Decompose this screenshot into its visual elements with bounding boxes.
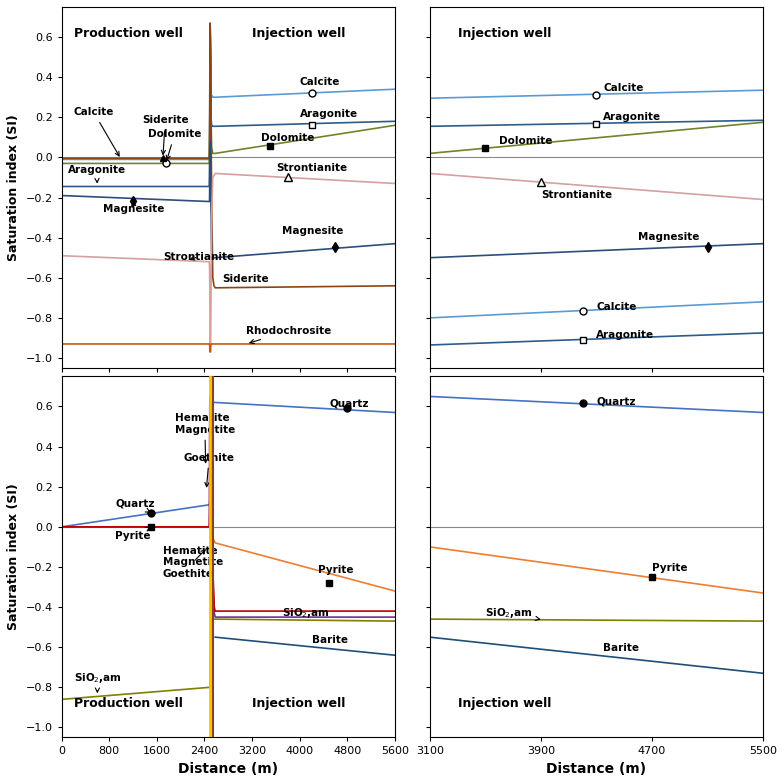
Text: Dolomite: Dolomite	[148, 129, 201, 160]
Text: Injection well: Injection well	[252, 698, 346, 710]
Text: SiO$_2$,am: SiO$_2$,am	[281, 606, 329, 620]
Text: Aragonite: Aragonite	[299, 110, 358, 119]
X-axis label: Distance (m): Distance (m)	[178, 762, 278, 776]
Text: Injection well: Injection well	[458, 27, 551, 40]
Text: Barite: Barite	[604, 643, 640, 653]
Text: Dolomite: Dolomite	[261, 133, 314, 143]
Text: Magnesite: Magnesite	[281, 226, 343, 236]
Text: Quartz: Quartz	[329, 399, 369, 409]
Text: SiO$_2$,am: SiO$_2$,am	[485, 606, 539, 620]
Text: Production well: Production well	[74, 27, 183, 40]
Text: Quartz: Quartz	[115, 499, 154, 512]
Text: Calcite: Calcite	[74, 107, 119, 156]
Text: Strontianite: Strontianite	[541, 189, 612, 200]
Text: Production well: Production well	[74, 698, 183, 710]
Text: Calcite: Calcite	[597, 302, 637, 312]
Text: Quartz: Quartz	[597, 396, 636, 406]
Text: Siderite: Siderite	[223, 274, 269, 283]
Text: Magnesite: Magnesite	[103, 200, 165, 214]
Text: Aragonite: Aragonite	[67, 165, 125, 182]
Text: Hematite
Magnetite: Hematite Magnetite	[175, 413, 235, 463]
Text: Goethite: Goethite	[183, 453, 234, 487]
Text: Calcite: Calcite	[299, 78, 340, 87]
Text: SiO$_2$,am: SiO$_2$,am	[74, 671, 122, 692]
Text: Injection well: Injection well	[252, 27, 346, 40]
Text: Aragonite: Aragonite	[597, 330, 655, 340]
Text: Dolomite: Dolomite	[499, 136, 553, 146]
Text: Magnesite: Magnesite	[638, 232, 699, 242]
Text: Strontianite: Strontianite	[276, 164, 347, 174]
Text: Pyrite: Pyrite	[318, 565, 353, 575]
Text: Hematite
Magnetite
Goethite: Hematite Magnetite Goethite	[163, 546, 223, 579]
Text: Injection well: Injection well	[458, 698, 551, 710]
Text: Pyrite: Pyrite	[652, 563, 688, 573]
Y-axis label: Saturation index (SI): Saturation index (SI)	[7, 484, 20, 630]
Text: Siderite: Siderite	[142, 115, 189, 154]
Text: Strontianite: Strontianite	[163, 251, 234, 262]
Text: Calcite: Calcite	[604, 83, 644, 93]
Text: Rhodochrosite: Rhodochrosite	[246, 326, 332, 344]
Text: Barite: Barite	[311, 635, 347, 645]
X-axis label: Distance (m): Distance (m)	[546, 762, 647, 776]
Text: Aragonite: Aragonite	[604, 112, 662, 122]
Text: Pyrite: Pyrite	[115, 527, 151, 541]
Y-axis label: Saturation index (SI): Saturation index (SI)	[7, 114, 20, 261]
